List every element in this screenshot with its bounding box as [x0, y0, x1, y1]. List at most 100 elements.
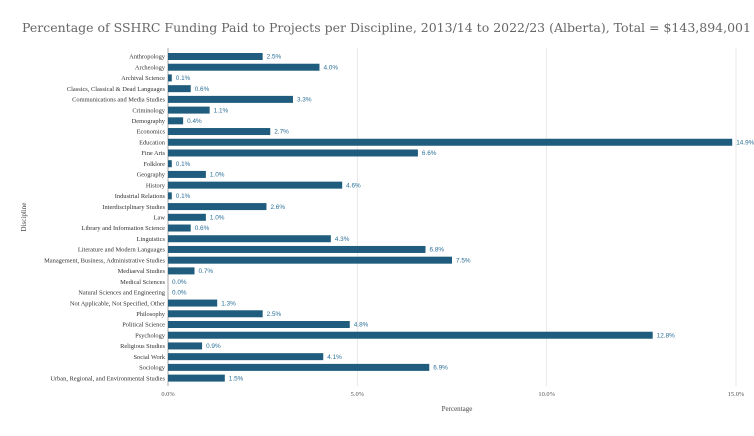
- bar: [168, 310, 263, 318]
- bar: [168, 235, 331, 243]
- data-label: 4.0%: [323, 64, 338, 71]
- data-label: 4.8%: [354, 322, 369, 329]
- data-label: 0.9%: [206, 343, 221, 350]
- data-label: 4.1%: [327, 354, 342, 361]
- category-label: Interdisciplinary Studies: [102, 204, 165, 211]
- category-label: Archeology: [135, 64, 166, 71]
- y-axis-title: Discipline: [20, 203, 28, 232]
- category-label: Urban, Regional, and Environmental Studi…: [50, 375, 165, 382]
- category-label: Economics: [137, 129, 166, 136]
- category-label: Library and Information Science: [81, 225, 165, 232]
- bar: [168, 353, 324, 361]
- bar: [168, 170, 206, 178]
- bar: [168, 342, 203, 350]
- data-label: 1.3%: [221, 300, 236, 307]
- data-label: 0.1%: [176, 75, 191, 82]
- x-tick-label: 5.0%: [351, 391, 365, 398]
- bar: [168, 331, 653, 339]
- bar: [168, 267, 195, 275]
- category-label: Political Science: [122, 322, 165, 329]
- bar: [168, 192, 172, 200]
- bar: [168, 321, 350, 328]
- category-label: Archival Science: [121, 75, 165, 82]
- bar: [168, 213, 206, 221]
- data-label: 1.0%: [210, 172, 225, 179]
- bar: [168, 181, 343, 189]
- category-label: Folklore: [143, 161, 165, 168]
- data-label: 6.8%: [429, 247, 444, 254]
- bar: [168, 63, 320, 71]
- x-tick-label: 10.0%: [538, 391, 555, 398]
- data-label: 6.6%: [422, 150, 437, 157]
- data-label: 4.3%: [335, 236, 350, 243]
- category-label: Not Applicable, Not Specified, Other: [70, 300, 166, 307]
- category-label: Management, Business, Administrative Stu…: [44, 257, 165, 264]
- bar: [168, 374, 225, 382]
- bar: [168, 128, 271, 136]
- bar: [168, 160, 172, 168]
- category-label: Religious Studies: [120, 343, 165, 350]
- data-label: 1.5%: [229, 375, 244, 382]
- bar: [168, 224, 191, 232]
- data-label: 2.5%: [267, 311, 282, 318]
- category-label: Psychology: [135, 332, 166, 339]
- bar: [168, 363, 430, 371]
- x-axis-title: Percentage: [442, 405, 473, 413]
- bar: [168, 53, 263, 60]
- data-label: 2.5%: [267, 54, 282, 61]
- category-label: Philosophy: [136, 311, 166, 318]
- data-label: 0.0%: [172, 279, 187, 286]
- category-label: Sociology: [139, 365, 166, 372]
- bar: [168, 299, 218, 307]
- category-label: Demography: [132, 118, 166, 125]
- data-label: 0.6%: [195, 86, 210, 93]
- category-label: Natural Sciences and Engineering: [78, 290, 166, 297]
- data-label: 1.0%: [210, 215, 225, 222]
- category-label: Literature and Modern Languages: [78, 247, 166, 254]
- data-label: 0.6%: [195, 225, 210, 232]
- category-label: Criminology: [132, 107, 165, 114]
- data-label: 0.4%: [187, 118, 202, 125]
- data-label: 0.0%: [172, 290, 187, 297]
- data-label: 0.7%: [199, 268, 214, 275]
- category-label: Classics, Classical & Dead Languages: [67, 86, 166, 93]
- category-label: Geography: [137, 172, 166, 179]
- category-label: History: [146, 182, 166, 189]
- category-label: Law: [154, 215, 166, 222]
- data-label: 0.1%: [176, 193, 191, 200]
- data-label: 2.6%: [270, 204, 285, 211]
- category-label: Communications and Media Studies: [72, 97, 165, 104]
- data-label: 1.1%: [214, 107, 229, 114]
- bar: [168, 106, 210, 114]
- x-tick-label: 0.0%: [161, 391, 175, 398]
- data-label: 7.5%: [456, 257, 471, 264]
- category-label: Linguistics: [137, 236, 166, 243]
- bar: [168, 149, 418, 157]
- bar: [168, 117, 184, 125]
- category-label: Mediaeval Studies: [118, 268, 166, 275]
- x-tick-label: 15.0%: [728, 391, 745, 398]
- category-label: Industrial Relations: [115, 193, 166, 200]
- bar: [168, 203, 267, 211]
- bar: [168, 245, 426, 253]
- data-label: 3.3%: [297, 97, 312, 104]
- bar: [168, 256, 452, 264]
- data-label: 6.9%: [433, 365, 448, 372]
- bar: [168, 85, 191, 93]
- data-label: 2.7%: [274, 129, 289, 136]
- data-label: 0.1%: [176, 161, 191, 168]
- data-label: 12.8%: [657, 332, 675, 339]
- category-label: Medical Sciences: [120, 279, 165, 286]
- data-label: 4.6%: [346, 182, 361, 189]
- bar: [168, 138, 733, 146]
- category-label: Education: [139, 139, 166, 146]
- category-label: Social Work: [134, 354, 166, 361]
- data-label: 14.9%: [736, 139, 754, 146]
- category-label: Anthropology: [129, 54, 166, 61]
- chart-title: Percentage of SSHRC Funding Paid to Proj…: [22, 20, 751, 35]
- category-label: Fine Arts: [141, 150, 165, 157]
- bar: [168, 95, 293, 103]
- bar: [168, 74, 172, 82]
